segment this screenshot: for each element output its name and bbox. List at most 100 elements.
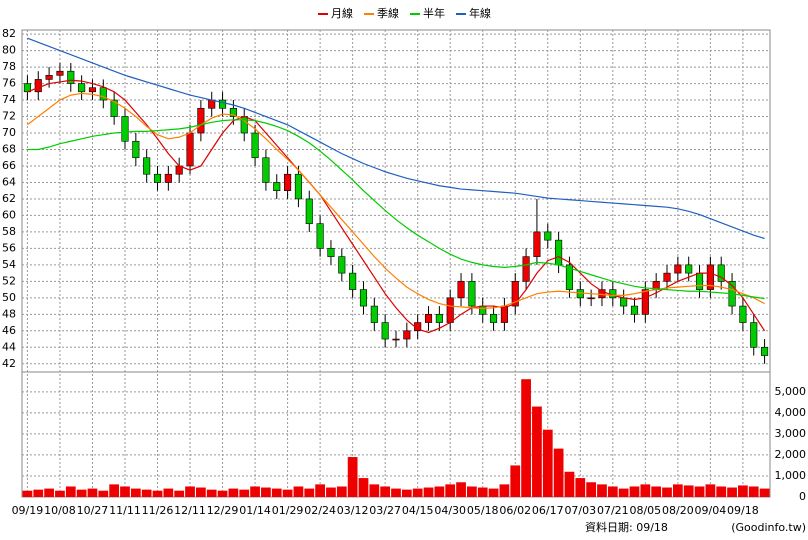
y-tick-label: 52 (2, 274, 16, 287)
volume-bar (651, 486, 662, 497)
y-tick-label: 74 (2, 93, 16, 106)
candle-body (544, 231, 552, 241)
y-tick-label: 42 (2, 357, 16, 370)
candle-body (392, 338, 400, 341)
volume-bar (271, 488, 282, 497)
y-tick-label: 64 (2, 175, 16, 188)
volume-bar (683, 485, 694, 497)
x-tick-label: 07/03 (564, 504, 596, 517)
y-tick-label: 46 (2, 324, 16, 337)
x-tick-label: 11/26 (142, 504, 174, 517)
candle-body (511, 281, 519, 307)
candle-body (78, 83, 86, 93)
volume-bar (206, 489, 217, 497)
volume-bar (640, 484, 651, 497)
volume-bar (618, 488, 629, 497)
candle-body (359, 289, 368, 307)
volume-bar (195, 487, 206, 497)
x-tick-label: 06/02 (499, 504, 531, 517)
y-tick-label: 60 (2, 208, 16, 221)
volume-bar (326, 487, 336, 497)
candle-body (56, 70, 64, 76)
candle-body (338, 256, 346, 274)
candle-body (479, 305, 487, 315)
candle-body (153, 173, 162, 183)
volume-bar (130, 488, 141, 497)
x-tick-label: 09/18 (727, 504, 759, 517)
x-tick-label: 05/18 (467, 504, 499, 517)
candle-body (349, 272, 357, 290)
volume-bar (456, 482, 466, 497)
candle-body (67, 70, 75, 84)
volume-bar (488, 488, 499, 497)
y2-tick-label: 5,000 (775, 385, 807, 398)
y-tick-label: 50 (2, 291, 16, 304)
volume-bar (705, 484, 716, 497)
volume-bar (55, 490, 65, 497)
volume-bar (185, 486, 195, 497)
legend-label: 季線 (377, 6, 399, 20)
candle-body (284, 173, 292, 191)
volume-bar (738, 485, 748, 497)
candle-body (88, 87, 97, 93)
y-tick-label: 58 (2, 225, 16, 238)
candle-body (587, 297, 595, 300)
ma-line (27, 37, 765, 240)
volume-bar (521, 379, 531, 497)
volume-bar (304, 488, 315, 497)
footer-source: (Goodinfo.tw) (731, 521, 806, 534)
x-tick-label: 03/12 (337, 504, 369, 517)
volume-bar (293, 486, 304, 497)
y2-tick-label: 1,000 (775, 469, 807, 482)
candle-body (273, 182, 281, 191)
footer-date: 資料日期: 09/18 (585, 520, 668, 534)
candle-body (381, 322, 389, 340)
candle-body (630, 305, 639, 315)
y-tick-label: 44 (2, 340, 16, 353)
y-tick-label: 78 (2, 60, 16, 73)
y-tick-label: 82 (2, 27, 16, 40)
volume-bar (369, 484, 380, 497)
candle-body (251, 132, 259, 159)
candle-body (305, 198, 313, 224)
volume-bar (33, 489, 44, 497)
candle-body (609, 289, 617, 299)
candle-body (403, 330, 411, 340)
candle-body (533, 231, 541, 257)
candle-body (761, 346, 769, 356)
candle-body (468, 281, 476, 307)
volume-bar (358, 478, 369, 497)
volume-bar (434, 486, 445, 497)
y-tick-label: 56 (2, 241, 16, 254)
candle-body (45, 75, 53, 80)
volume-bar (315, 484, 325, 497)
candle-body (316, 223, 324, 249)
x-tick-label: 10/08 (44, 504, 76, 517)
volume-bar (336, 486, 347, 497)
x-tick-label: 07/21 (597, 504, 629, 517)
y-tick-label: 72 (2, 110, 16, 123)
volume-bar (597, 484, 607, 497)
volume-bar (672, 484, 683, 497)
y-tick-label: 70 (2, 126, 16, 139)
x-tick-label: 04/15 (402, 504, 434, 517)
y2-tick-label: 2,000 (775, 448, 807, 461)
candle-body (164, 173, 172, 183)
volume-bar (423, 487, 434, 497)
volume-bar (401, 489, 412, 497)
candle-body (641, 289, 649, 315)
volume-bar (532, 406, 542, 497)
candle-body (717, 264, 725, 282)
volume-bar (467, 486, 477, 497)
y-tick-label: 76 (2, 77, 16, 90)
candle-body (370, 305, 378, 323)
y2-tick-label: 0 (799, 490, 806, 503)
candle-body (197, 107, 205, 134)
volume-bar (716, 486, 727, 497)
y-tick-label: 62 (2, 192, 16, 205)
ma-line (27, 92, 765, 310)
x-tick-label: 11/11 (109, 504, 141, 517)
x-tick-label: 12/29 (207, 504, 239, 517)
volume-bar (759, 488, 770, 497)
volume-bar (120, 486, 130, 497)
